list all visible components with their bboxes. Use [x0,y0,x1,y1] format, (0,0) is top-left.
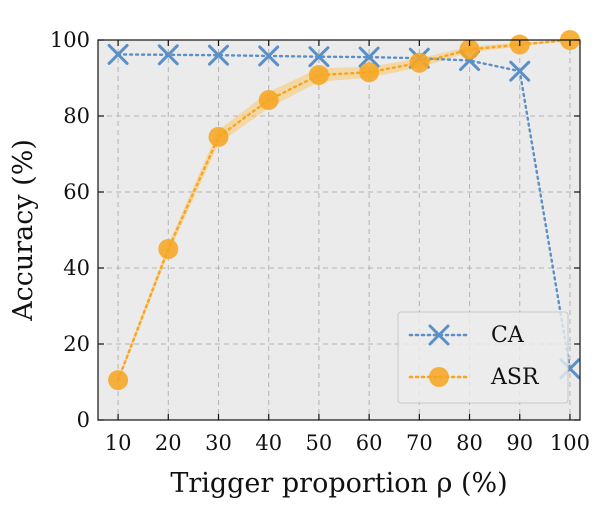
y-axis-label: Accuracy (%) [8,139,39,322]
x-tick-label: 80 [456,431,483,455]
y-tick-label: 0 [77,408,90,432]
asr-point [308,64,329,85]
y-tick-label: 60 [63,180,90,204]
legend: CA ASR [397,311,569,404]
x-tick-label: 90 [506,431,533,455]
asr-confidence-band [118,40,570,384]
ca-point [107,43,129,65]
x-tick-label: 40 [255,431,282,455]
ca-point [509,60,531,82]
x-axis: 10 20 30 40 50 60 70 80 90 100 [105,40,590,455]
ca-point [208,44,229,66]
ca-series-line [116,53,572,370]
ca-point [358,46,380,68]
y-tick-label: 100 [50,28,90,52]
asr-point [359,62,380,83]
x-tick-label: 50 [306,431,333,455]
x-tick-label: 10 [105,431,132,455]
asr-point [409,52,430,73]
asr-point [158,239,179,259]
ca-point [258,45,280,67]
y-axis: 0 20 40 60 80 100 [50,28,580,432]
plot-frame [97,39,581,421]
asr-point [108,370,129,391]
x-tick-label: 30 [205,431,232,455]
x-tick-label: 70 [406,431,433,455]
legend-asr-label: ASR [490,365,540,390]
x-tick-label: 60 [356,431,383,455]
ca-point [308,46,330,68]
y-tick-label: 40 [63,256,90,280]
asr-point [208,126,229,147]
x-tick-label: 100 [550,431,590,455]
x-axis-label: Trigger proportion ρ (%) [170,468,507,499]
legend-ca-marker [428,324,450,346]
asr-series-line [116,38,572,382]
asr-point [258,90,279,111]
legend-ca-label: CA [491,323,525,348]
y-tick-label: 20 [63,332,90,356]
legend-box [397,311,569,404]
series-layer [107,30,581,391]
x-tick-label: 20 [155,431,182,455]
asr-confidence-band-layer [118,40,570,384]
ca-point [157,44,179,66]
legend-asr-marker [429,367,449,387]
y-tick-label: 80 [63,104,90,128]
asr-point [459,39,480,60]
